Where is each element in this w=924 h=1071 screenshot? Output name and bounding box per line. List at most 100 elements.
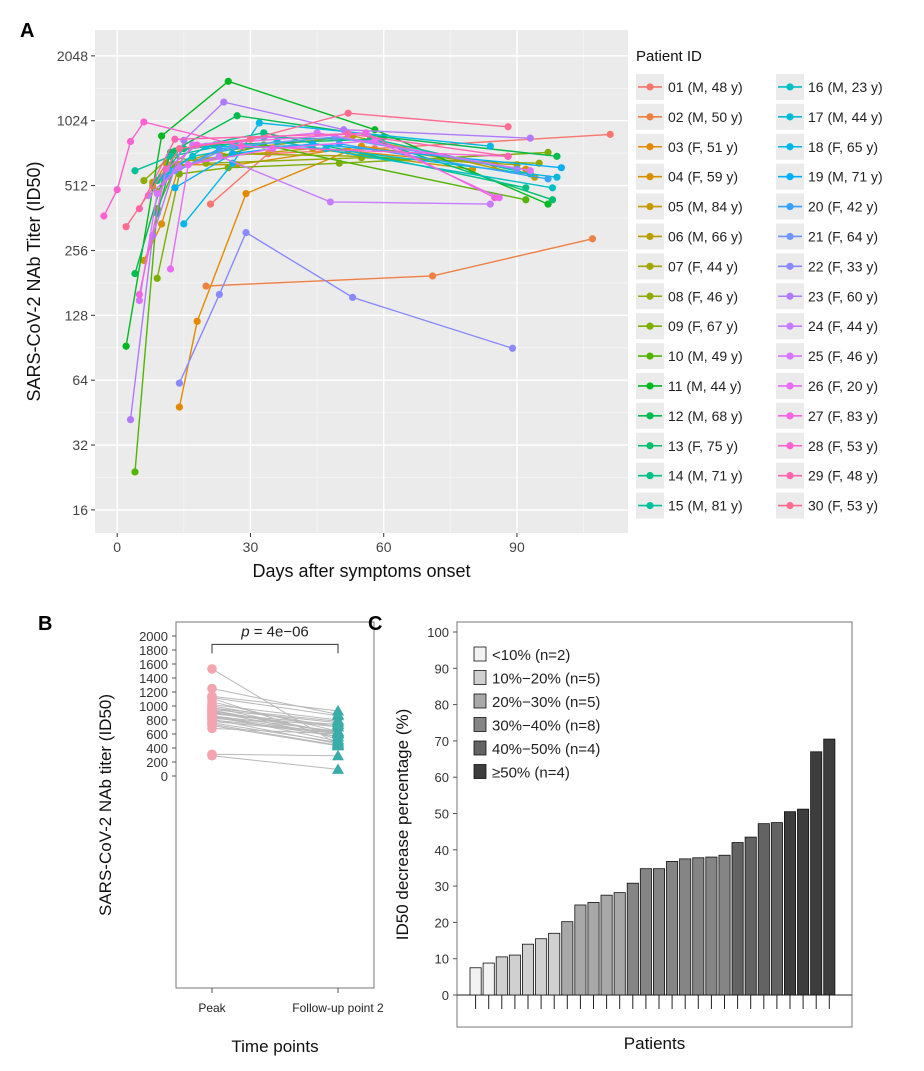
- followup-point: [332, 763, 344, 774]
- legend-item: 29 (F, 48 y): [776, 462, 878, 489]
- bar: [561, 921, 574, 996]
- data-point: [180, 220, 188, 228]
- legend-key-point: [646, 202, 654, 211]
- data-point: [215, 290, 223, 299]
- y-tick-label: 16: [72, 502, 88, 518]
- data-point: [180, 136, 188, 144]
- legend-label: 26 (F, 20 y): [808, 378, 878, 394]
- legend-item: 12 (M, 68 y): [636, 402, 743, 429]
- data-point: [171, 135, 179, 143]
- legend-key-point: [646, 322, 654, 330]
- pair-line: [211, 688, 339, 715]
- peak-point: [207, 664, 217, 674]
- x-tick-label: 60: [376, 539, 392, 555]
- pair-line: [211, 697, 339, 717]
- legend-item: 04 (F, 59 y): [636, 163, 738, 190]
- bar: [666, 861, 679, 996]
- data-point: [322, 145, 330, 153]
- legend-item: 03 (F, 51 y): [636, 133, 738, 160]
- x-tick-label: Follow-up point 2: [292, 1001, 384, 1015]
- series-18: [180, 119, 494, 228]
- bar: [508, 954, 521, 996]
- legend-item: 15 (M, 81 y): [636, 492, 743, 519]
- data-point: [122, 223, 130, 231]
- data-point: [526, 134, 534, 142]
- y-tick-label: 1024: [57, 113, 88, 129]
- panel-label: C: [368, 613, 382, 635]
- legend-label: 40%−50% (n=4): [492, 741, 600, 758]
- data-point: [131, 167, 139, 175]
- pair-line: [211, 713, 339, 728]
- x-tick-label: 30: [243, 539, 259, 555]
- legend-item: 24 (F, 44 y): [776, 313, 878, 340]
- y-tick-label: 600: [146, 727, 168, 742]
- y-tick-label: 70: [435, 734, 449, 749]
- data-point: [158, 220, 166, 228]
- peak-point: [207, 683, 217, 694]
- legend-item: 07 (F, 44 y): [636, 253, 738, 280]
- legend-label: 10%−20% (n=5): [492, 671, 600, 688]
- followup-point: [332, 739, 344, 751]
- bar: [626, 882, 639, 996]
- legend-key-point: [786, 472, 794, 480]
- data-point: [131, 468, 139, 476]
- data-point: [202, 282, 210, 290]
- legend-key-point: [786, 292, 794, 300]
- x-axis-label: Time points: [231, 1037, 318, 1056]
- y-tick-label: 30: [435, 879, 449, 894]
- peak-point: [207, 723, 217, 734]
- legend-label: 04 (F, 59 y): [668, 169, 738, 185]
- legend-item: 08 (F, 46 y): [636, 283, 738, 310]
- legend-item: 11 (M, 44 y): [636, 372, 742, 399]
- y-axis-label: SARS-CoV-2 NAb Titer (ID50): [24, 161, 44, 401]
- significance-bracket: [211, 643, 339, 654]
- y-tick-label: 0: [442, 988, 449, 1003]
- legend-label: 11 (M, 44 y): [668, 378, 742, 394]
- y-tick-label: 1800: [139, 643, 168, 658]
- data-point: [175, 145, 183, 153]
- y-axis-label: SARS-CoV-2 NAb titer (ID50): [96, 694, 115, 916]
- followup-point: [332, 718, 344, 729]
- data-point: [237, 142, 246, 150]
- series-line: [156, 132, 526, 189]
- panel-c: C 0 10 20 30 40 50 60 70 80 90 100 <10% (n=2) 10%−20%…: [368, 613, 853, 1053]
- legend-key-point: [786, 202, 794, 211]
- y-tick-label: 256: [65, 242, 89, 258]
- data-point: [344, 130, 352, 138]
- bar: [705, 856, 718, 996]
- legend-label: 29 (F, 48 y): [808, 468, 878, 484]
- legend-key-point: [786, 143, 794, 151]
- y-tick-label: 128: [65, 307, 89, 323]
- legend-key-point: [646, 412, 654, 420]
- legend-item: 23 (F, 60 y): [776, 283, 878, 310]
- y-tick-label: 64: [72, 372, 88, 388]
- legend-label: 27 (F, 83 y): [808, 408, 878, 424]
- y-tick-label: 50: [435, 807, 449, 822]
- legend-label: 03 (F, 51 y): [668, 139, 738, 155]
- legend-label: 14 (M, 71 y): [668, 468, 743, 484]
- pair-line: [211, 707, 339, 722]
- data-point: [126, 415, 135, 424]
- legend-label: 10 (M, 49 y): [668, 348, 743, 364]
- legend-label: ≥50% (n=4): [492, 765, 570, 782]
- legend-label: 20 (F, 42 y): [808, 199, 878, 215]
- data-point: [246, 135, 255, 143]
- data-point: [193, 141, 201, 149]
- bar: [679, 858, 692, 996]
- series-line: [210, 133, 611, 205]
- y-tick-label: 400: [146, 741, 168, 756]
- bar: [731, 842, 744, 996]
- data-point: [153, 189, 161, 198]
- data-point: [344, 109, 352, 117]
- legend-key-point: [786, 83, 794, 91]
- legend-item: 20 (F, 42 y): [776, 193, 878, 220]
- y-tick-label: 32: [72, 437, 88, 453]
- pair-line: [211, 753, 339, 757]
- legend-swatch: [473, 670, 487, 685]
- p-symbol: p: [240, 623, 249, 640]
- bar: [797, 808, 810, 996]
- legend-label: 20%−30% (n=5): [492, 694, 600, 711]
- data-point: [371, 126, 379, 134]
